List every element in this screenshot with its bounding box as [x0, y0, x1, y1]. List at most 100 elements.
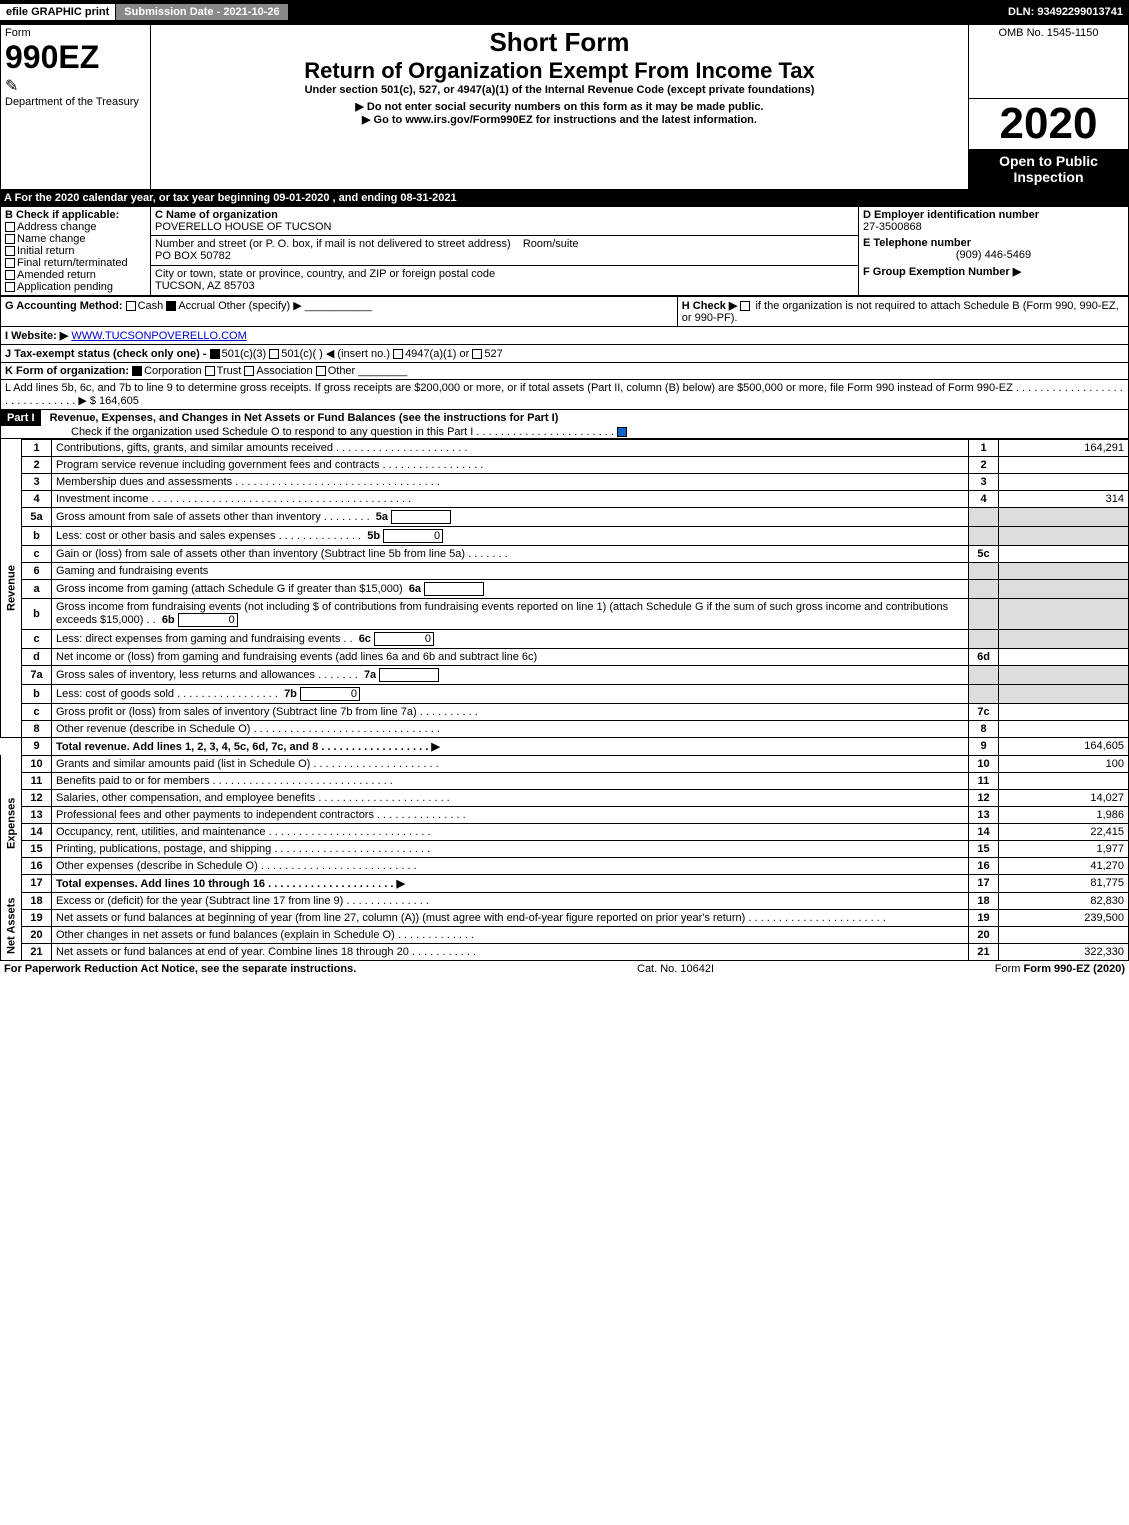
line-value: 164,605 [999, 737, 1129, 755]
chk-accrual[interactable]: Accrual [166, 300, 215, 312]
street-address: PO BOX 50782 [155, 250, 854, 262]
line-value: 14,027 [999, 789, 1129, 806]
e-label: E Telephone number [863, 237, 1124, 249]
efile-label[interactable]: efile GRAPHIC print [0, 4, 115, 20]
street-label: Number and street (or P. O. box, if mail… [155, 238, 511, 250]
footer-left: For Paperwork Reduction Act Notice, see … [4, 963, 356, 975]
under-section: Under section 501(c), 527, or 4947(a)(1)… [155, 84, 964, 96]
chk-527[interactable]: 527 [472, 348, 502, 360]
open-public: Open to Public Inspection [969, 149, 1128, 189]
line-box: 9 [969, 737, 999, 755]
line-num: 16 [22, 857, 52, 874]
g-label: G Accounting Method: [5, 300, 123, 312]
line-box: 3 [969, 473, 999, 490]
line-value: 322,330 [999, 943, 1129, 960]
line-value: 1,986 [999, 806, 1129, 823]
line-num: b [22, 526, 52, 545]
line-box: 14 [969, 823, 999, 840]
line-value: 314 [999, 490, 1129, 507]
line-desc: Less: cost of goods sold . . . . . . . .… [52, 684, 969, 703]
line-value [999, 684, 1129, 703]
line-desc: Gross income from fundraising events (no… [52, 598, 969, 629]
line-box [969, 507, 999, 526]
chk-corporation[interactable]: Corporation [132, 365, 201, 377]
line-value: 1,977 [999, 840, 1129, 857]
return-title: Return of Organization Exempt From Incom… [155, 58, 964, 84]
c-label: C Name of organization [155, 209, 854, 221]
line-desc: Gaming and fundraising events [52, 562, 969, 579]
revenue-label: Revenue [1, 439, 22, 737]
part1-check-o: Check if the organization used Schedule … [71, 426, 614, 438]
line-num: 6 [22, 562, 52, 579]
line-box: 16 [969, 857, 999, 874]
line-box [969, 684, 999, 703]
line-num: 17 [22, 874, 52, 892]
line-desc: Other expenses (describe in Schedule O) … [52, 857, 969, 874]
line-box: 4 [969, 490, 999, 507]
line-desc: Gain or (loss) from sale of assets other… [52, 545, 969, 562]
form-number: 990EZ [5, 39, 146, 76]
chk-final-return[interactable]: Final return/terminated [5, 257, 146, 269]
dept-treasury: Department of the Treasury [5, 96, 146, 108]
form-label: Form [5, 27, 146, 39]
line-value: 82,830 [999, 892, 1129, 909]
line-num: c [22, 703, 52, 720]
chk-association[interactable]: Association [244, 365, 312, 377]
line-num: 15 [22, 840, 52, 857]
line-desc: Total revenue. Add lines 1, 2, 3, 4, 5c,… [52, 737, 969, 755]
line-desc: Other revenue (describe in Schedule O) .… [52, 720, 969, 737]
part1-title: Revenue, Expenses, and Changes in Net As… [44, 412, 559, 424]
line-a-period: A For the 2020 calendar year, or tax yea… [0, 190, 1129, 206]
line-box: 2 [969, 456, 999, 473]
chk-amended-return[interactable]: Amended return [5, 269, 146, 281]
row-l: L Add lines 5b, 6c, and 7b to line 9 to … [0, 380, 1129, 410]
row-j: J Tax-exempt status (check only one) - 5… [0, 345, 1129, 363]
chk-application-pending[interactable]: Application pending [5, 281, 146, 293]
telephone: (909) 446-5469 [863, 249, 1124, 261]
h-label: H Check ▶ [682, 300, 738, 312]
chk-schedule-o[interactable] [617, 426, 629, 438]
chk-other-method[interactable]: Other (specify) ▶ ___________ [218, 300, 372, 312]
chk-501c3[interactable]: 501(c)(3) [210, 348, 267, 360]
chk-cash[interactable]: Cash [126, 300, 164, 312]
room-label: Room/suite [523, 238, 579, 250]
net-assets-label: Net Assets [1, 892, 22, 960]
box-b-title: B Check if applicable: [5, 209, 146, 221]
chk-address-change[interactable]: Address change [5, 221, 146, 233]
accounting-row: G Accounting Method: Cash Accrual Other … [0, 296, 1129, 327]
identification-block: B Check if applicable: Address change Na… [0, 206, 1129, 296]
chk-name-change[interactable]: Name change [5, 233, 146, 245]
line-value [999, 507, 1129, 526]
line-value [999, 579, 1129, 598]
chk-schedule-b[interactable] [740, 300, 752, 312]
dln: DLN: 93492299013741 [1008, 6, 1129, 18]
goto-link[interactable]: ▶ Go to www.irs.gov/Form990EZ for instru… [155, 113, 964, 126]
line-num: 8 [22, 720, 52, 737]
line-num: d [22, 648, 52, 665]
city-state-zip: TUCSON, AZ 85703 [155, 280, 854, 292]
line-num: 11 [22, 772, 52, 789]
line-box: 1 [969, 439, 999, 456]
line-desc: Occupancy, rent, utilities, and maintena… [52, 823, 969, 840]
line-desc: Excess or (deficit) for the year (Subtra… [52, 892, 969, 909]
irs-logo-icon: ✎ [5, 76, 146, 96]
footer-mid: Cat. No. 10642I [637, 963, 714, 975]
chk-501c[interactable]: 501(c)( ) ◀ (insert no.) [269, 348, 390, 360]
line-num: c [22, 545, 52, 562]
chk-other-org[interactable]: Other ________ [316, 365, 408, 377]
line-num: b [22, 598, 52, 629]
line-num: 21 [22, 943, 52, 960]
line-num: 7a [22, 665, 52, 684]
line-desc: Net assets or fund balances at beginning… [52, 909, 969, 926]
chk-initial-return[interactable]: Initial return [5, 245, 146, 257]
chk-trust[interactable]: Trust [205, 365, 242, 377]
website-link[interactable]: WWW.TUCSONPOVERELLO.COM [71, 330, 246, 342]
row-k: K Form of organization: Corporation Trus… [0, 363, 1129, 380]
line-value [999, 665, 1129, 684]
line-value: 100 [999, 755, 1129, 772]
f-label: F Group Exemption Number ▶ [863, 265, 1124, 278]
line-value: 164,291 [999, 439, 1129, 456]
chk-4947[interactable]: 4947(a)(1) or [393, 348, 469, 360]
line-desc: Net income or (loss) from gaming and fun… [52, 648, 969, 665]
submission-date: Submission Date - 2021-10-26 [115, 3, 288, 21]
